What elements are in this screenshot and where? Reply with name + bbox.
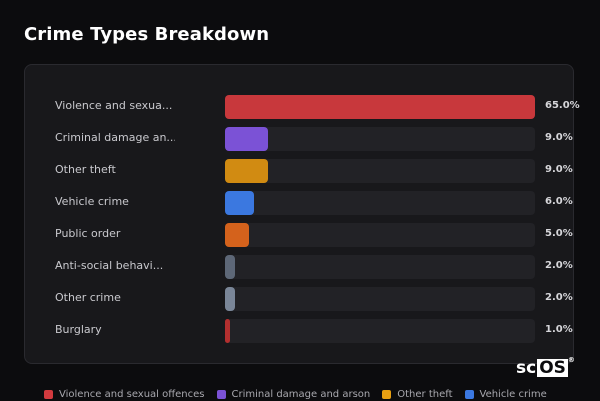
category-label: Criminal damage an...: [55, 131, 175, 144]
bar-row: Other crime 2.0%: [55, 287, 573, 311]
bar-track: [225, 191, 535, 215]
category-label: Other theft: [55, 163, 116, 176]
legend-label: Violence and sexual offences: [59, 388, 205, 400]
value-label: 2.0%: [545, 292, 573, 303]
category-label: Vehicle crime: [55, 195, 129, 208]
bar: [225, 191, 254, 215]
chart-title: Crime Types Breakdown: [24, 24, 270, 45]
bar: [225, 319, 230, 343]
value-label: 5.0%: [545, 228, 573, 239]
bar-row: Anti-social behavi... 2.0%: [55, 255, 573, 279]
bar-row: Other theft 9.0%: [55, 159, 573, 183]
bar: [225, 159, 268, 183]
bar: [225, 223, 249, 247]
legend-label: Criminal damage and arson: [231, 388, 371, 400]
category-label: Burglary: [55, 323, 102, 336]
legend-swatch: [216, 389, 226, 399]
logo-box: OS: [537, 358, 568, 378]
bar-row: Vehicle crime 6.0%: [55, 191, 573, 215]
legend-item: Criminal damage and arson: [216, 387, 371, 401]
bar: [225, 287, 235, 311]
scos-logo: sc OS ®: [516, 356, 575, 378]
bar-track: [225, 223, 535, 247]
legend-label: Vehicle crime: [479, 388, 547, 400]
legend-item: Violence and sexual offences: [44, 387, 205, 401]
value-label: 65.0%: [545, 100, 580, 111]
bar: [225, 255, 235, 279]
bar-track: [225, 255, 535, 279]
value-label: 2.0%: [545, 260, 573, 271]
bar-row: Burglary 1.0%: [55, 319, 573, 343]
bar-track: [225, 159, 535, 183]
chart-legend: Violence and sexual offences Criminal dam…: [44, 387, 547, 401]
legend-item: Vehicle crime: [464, 387, 547, 401]
value-label: 1.0%: [545, 324, 573, 335]
category-label: Anti-social behavi...: [55, 259, 164, 272]
bar-row: Violence and sexua... 65.0%: [55, 95, 580, 119]
bar-track: [225, 319, 535, 343]
bar: [225, 127, 268, 151]
bar-track: [225, 287, 535, 311]
logo-registered-mark: ®: [567, 356, 575, 364]
legend-swatch: [44, 389, 53, 399]
legend-label: Other theft: [397, 388, 453, 400]
value-label: 9.0%: [545, 164, 573, 175]
category-label: Public order: [55, 227, 121, 240]
value-label: 6.0%: [545, 196, 573, 207]
bar-track: [225, 95, 535, 119]
legend-item: Other theft: [382, 387, 453, 401]
bar-row: Public order 5.0%: [55, 223, 573, 247]
bar: [225, 95, 535, 119]
value-label: 9.0%: [545, 132, 573, 143]
chart-panel: Violence and sexua... 65.0% Criminal damag…: [24, 64, 580, 364]
legend-swatch: [464, 389, 474, 399]
category-label: Violence and sexua...: [55, 99, 173, 112]
legend-swatch: [382, 389, 392, 399]
bar-row: Criminal damage an... 9.0%: [55, 127, 573, 151]
logo-prefix: sc: [516, 358, 537, 378]
bar-track: [225, 127, 535, 151]
category-label: Other crime: [55, 291, 121, 304]
